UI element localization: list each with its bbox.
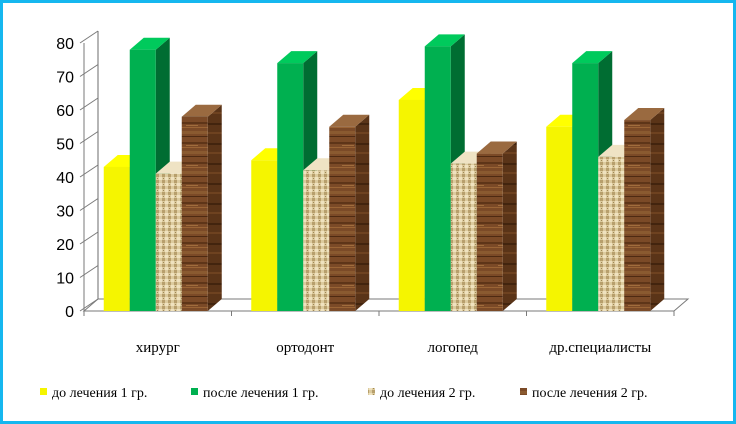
y-tick-mark [79,131,99,144]
y-tick-mark [79,231,99,245]
y-tick-mark [79,198,99,211]
legend-swatch [191,388,198,395]
x-tick-label: ортодонт [276,340,334,356]
legend-swatch [40,388,47,395]
bar [476,141,517,311]
x-tick-label: др.специалисты [549,340,651,356]
y-tick-mark [79,164,99,178]
y-tick-label: 40 [56,170,74,187]
y-tick-mark [79,298,99,312]
y-tick-label: 70 [56,70,74,87]
bar [624,108,665,311]
y-tick-mark [79,64,99,77]
y-tick-label: 10 [56,271,74,288]
y-tick-mark [79,30,99,44]
bar [329,114,370,311]
legend-label: после лечения 1 гр. [203,386,319,401]
legend-label: до лечения 1 гр. [52,386,147,401]
bar [181,104,222,311]
legend-swatch [368,388,375,395]
y-tick-label: 50 [56,137,74,154]
y-tick-label: 0 [65,304,74,321]
y-tick-label: 80 [56,36,74,53]
y-tick-label: 30 [56,204,74,221]
y-tick-mark [79,97,99,111]
legend-label: после лечения 2 гр. [532,386,648,401]
y-tick-label: 20 [56,237,74,254]
legend-swatch [520,388,527,395]
x-tick-label: хирург [136,340,180,356]
y-tick-label: 60 [56,103,74,120]
x-tick-label: логопед [428,340,479,356]
legend-label: до лечения 2 гр. [380,386,475,401]
y-tick-mark [79,265,99,278]
